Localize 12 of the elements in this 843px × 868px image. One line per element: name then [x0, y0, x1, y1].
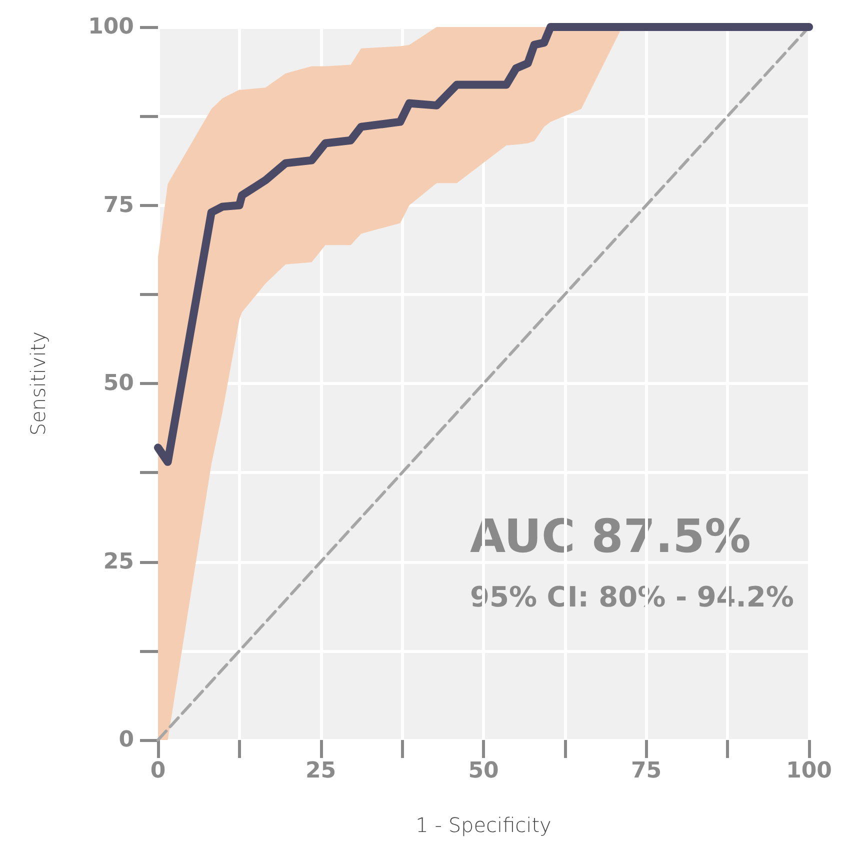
x-tick-label: 100 [786, 758, 832, 784]
x-tick-label: 0 [150, 758, 166, 784]
y-tick-label: 50 [103, 371, 134, 396]
x-tick-label: 75 [630, 758, 662, 784]
x-axis-title: 1 - Specificity [416, 813, 552, 837]
y-tick-label: 25 [103, 549, 134, 574]
y-tick-label: 75 [103, 192, 134, 218]
y-tick-label: 0 [118, 728, 134, 752]
x-tick-label: 50 [468, 758, 499, 784]
y-axis-title: Sensitivity [26, 331, 50, 436]
y-tick-label: 100 [88, 14, 134, 40]
x-tick-label: 25 [305, 758, 336, 784]
